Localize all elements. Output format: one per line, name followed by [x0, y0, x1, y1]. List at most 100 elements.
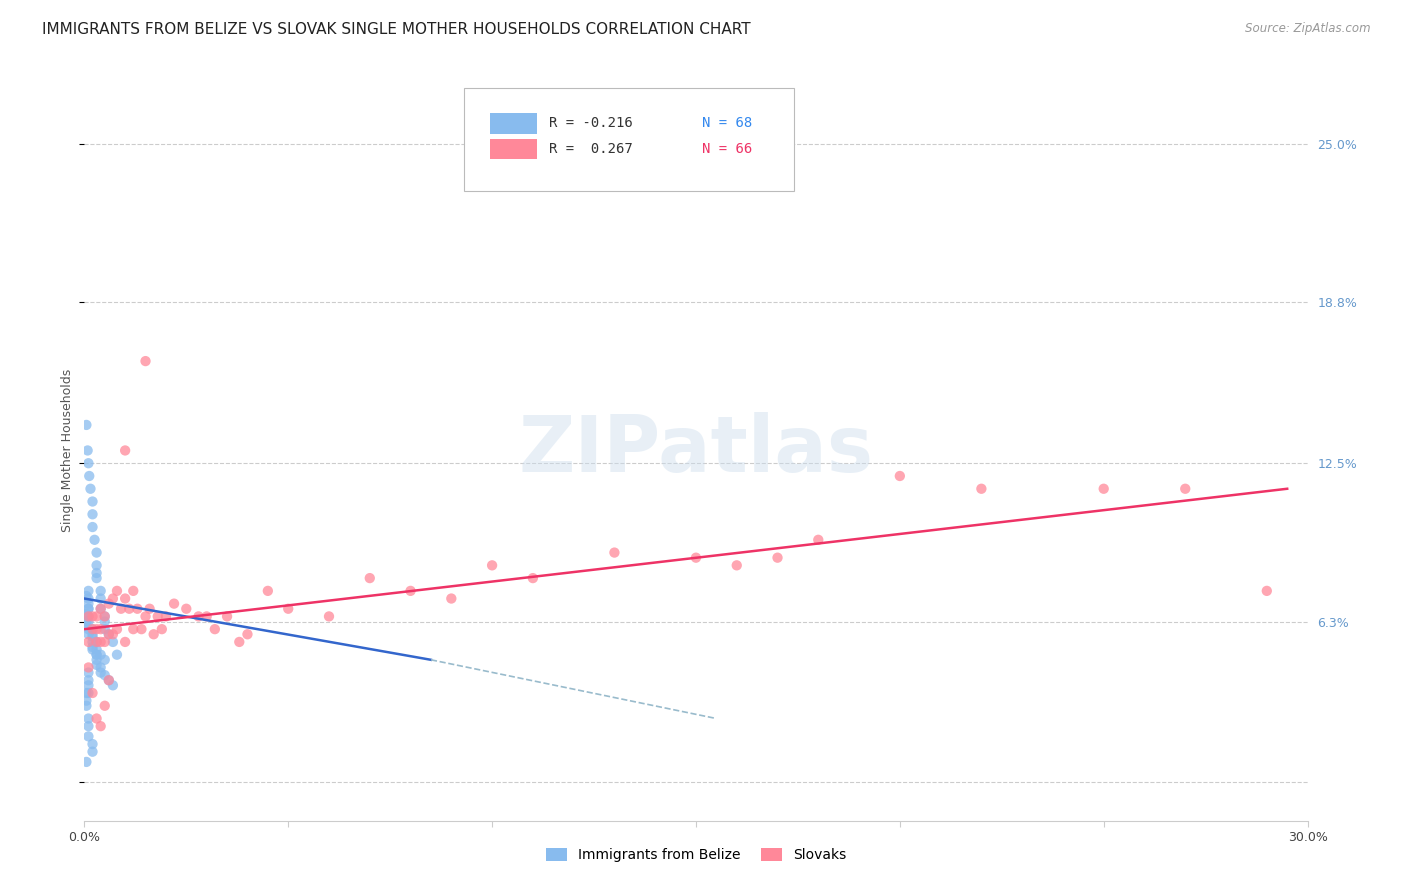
Point [93, 609, 115, 624]
Text: R =  0.267: R = 0.267 [550, 142, 633, 156]
Point [399, 583, 422, 598]
Point [114, 591, 136, 606]
Point [77, 665, 100, 680]
Point [277, 601, 299, 615]
Point [77, 583, 100, 598]
Point [163, 597, 186, 611]
Point [77, 609, 100, 624]
Text: ZIPatlas: ZIPatlas [519, 412, 873, 489]
Point [82, 635, 104, 649]
Point [131, 622, 153, 636]
Y-axis label: Single Mother Households: Single Mother Households [60, 368, 75, 533]
Point [110, 601, 132, 615]
Point [82, 640, 104, 654]
Point [725, 558, 748, 573]
Point [90, 648, 112, 662]
Point [77, 730, 100, 744]
Point [101, 635, 124, 649]
Point [77, 686, 100, 700]
Point [359, 571, 381, 585]
Point [146, 609, 169, 624]
Point [236, 627, 259, 641]
Point [105, 648, 128, 662]
Point [101, 591, 124, 606]
Point [75, 589, 97, 603]
Point [83, 533, 105, 547]
Point [90, 719, 112, 733]
Point [142, 627, 165, 641]
Point [75, 417, 97, 432]
Point [603, 545, 626, 559]
Point [77, 635, 100, 649]
Point [93, 653, 115, 667]
Text: R = -0.216: R = -0.216 [550, 116, 633, 130]
Point [90, 665, 112, 680]
Point [86, 653, 108, 667]
Point [187, 609, 209, 624]
Point [82, 642, 104, 657]
Point [122, 622, 145, 636]
Point [93, 668, 115, 682]
Point [97, 597, 120, 611]
FancyBboxPatch shape [491, 113, 537, 134]
Point [77, 601, 100, 615]
Point [93, 698, 115, 713]
Point [174, 601, 197, 615]
Point [114, 443, 136, 458]
Point [97, 673, 120, 688]
Point [228, 635, 250, 649]
Point [77, 712, 100, 726]
FancyBboxPatch shape [491, 139, 537, 160]
Point [82, 622, 104, 636]
Point [77, 673, 100, 688]
Point [77, 469, 100, 483]
Point [97, 627, 120, 641]
Point [101, 627, 124, 641]
Point [77, 622, 100, 636]
Point [77, 627, 100, 641]
Point [82, 609, 104, 624]
Point [77, 601, 100, 615]
Point [1092, 482, 1115, 496]
Point [90, 622, 112, 636]
Point [75, 693, 97, 707]
Point [82, 494, 104, 508]
Point [77, 719, 100, 733]
Point [93, 615, 115, 629]
Point [440, 591, 463, 606]
Point [75, 609, 97, 624]
Point [75, 607, 97, 621]
Point [105, 622, 128, 636]
Point [79, 482, 101, 496]
Point [685, 550, 707, 565]
Point [75, 617, 97, 632]
Point [807, 533, 830, 547]
Point [217, 609, 239, 624]
Point [90, 635, 112, 649]
Point [90, 660, 112, 674]
Text: N = 66: N = 66 [702, 142, 752, 156]
Point [93, 622, 115, 636]
Point [204, 622, 226, 636]
Point [122, 583, 145, 598]
Point [93, 635, 115, 649]
Point [77, 456, 100, 470]
Point [766, 550, 789, 565]
Point [86, 566, 108, 580]
Legend: Immigrants from Belize, Slovaks: Immigrants from Belize, Slovaks [538, 841, 853, 869]
Point [77, 597, 100, 611]
Point [76, 443, 98, 458]
Point [86, 545, 108, 559]
Point [1174, 482, 1197, 496]
Point [127, 601, 149, 615]
Point [97, 673, 120, 688]
Point [77, 609, 100, 624]
Point [257, 583, 280, 598]
Point [90, 601, 112, 615]
Point [155, 609, 177, 624]
Text: N = 68: N = 68 [702, 116, 752, 130]
Point [105, 583, 128, 598]
Text: Source: ZipAtlas.com: Source: ZipAtlas.com [1246, 22, 1371, 36]
Point [82, 520, 104, 534]
Point [82, 508, 104, 522]
